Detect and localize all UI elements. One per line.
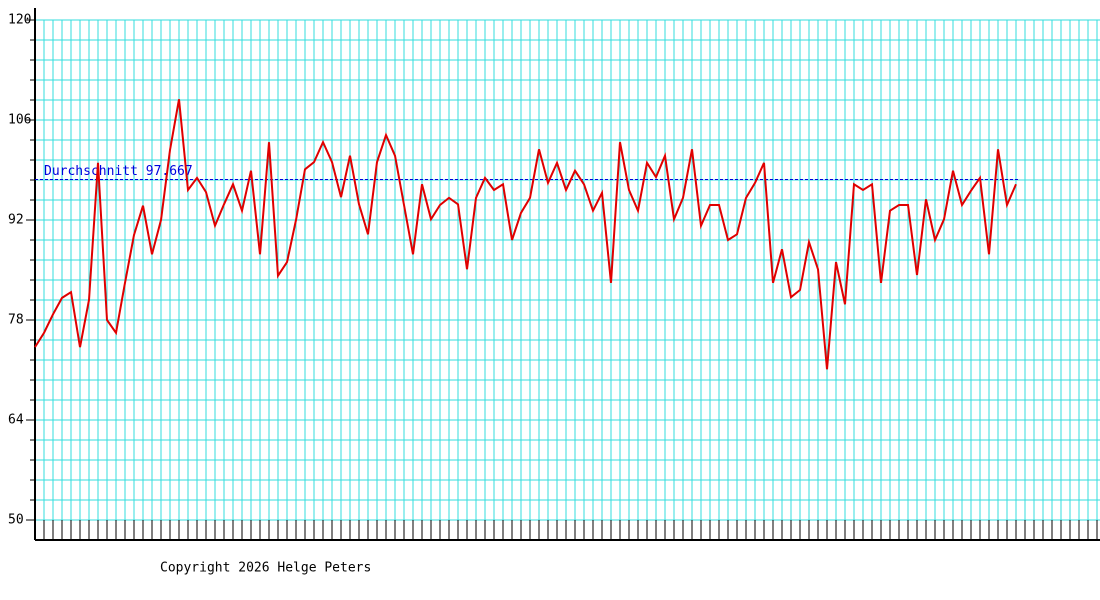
y-tick-label: 106 (8, 113, 31, 128)
copyright: Copyright 2026 Helge Peters (160, 561, 371, 576)
y-tick-label: 64 (8, 413, 24, 428)
average-label: Durchschnitt 97.667 (44, 164, 193, 179)
y-tick-label: 78 (8, 313, 24, 328)
y-tick-label: 92 (8, 213, 24, 228)
line (34, 99, 1017, 370)
y-tick-label: 50 (8, 513, 24, 528)
y-tick-label: 120 (8, 13, 31, 28)
